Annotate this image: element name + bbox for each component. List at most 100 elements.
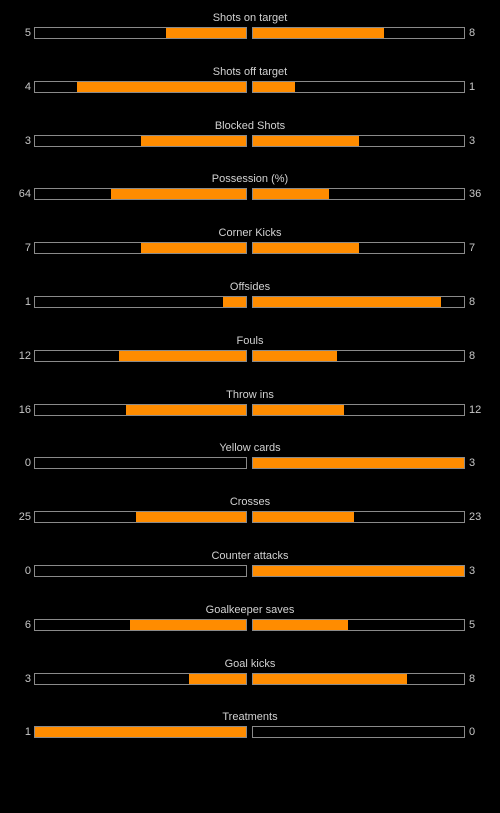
- home-bar-fill: [189, 673, 246, 684]
- stat-row-corner-kicks: Corner Kicks 7 7: [0, 224, 500, 278]
- home-bar: [34, 726, 247, 739]
- home-bar: [34, 80, 247, 93]
- home-bar-fill: [140, 135, 246, 146]
- home-value: 64: [18, 188, 31, 201]
- away-bar: [252, 80, 465, 93]
- home-value: 3: [24, 672, 31, 685]
- home-bar-fill: [125, 404, 246, 415]
- away-value: 3: [469, 564, 476, 577]
- away-bar: [252, 457, 465, 470]
- away-value: 1: [469, 80, 476, 93]
- away-value: 12: [469, 403, 482, 416]
- home-value: 7: [24, 242, 31, 255]
- stat-title: Fouls: [236, 334, 264, 347]
- home-value: 6: [24, 618, 31, 631]
- away-bar-fill: [253, 619, 348, 630]
- away-bar: [252, 726, 465, 739]
- home-bar: [34, 134, 247, 147]
- home-bar: [34, 457, 247, 470]
- away-bar-fill: [253, 565, 464, 576]
- stat-title: Offsides: [229, 280, 271, 293]
- away-value: 8: [469, 295, 476, 308]
- away-bar: [252, 188, 465, 201]
- away-bar: [252, 295, 465, 308]
- stat-title: Treatments: [222, 711, 278, 724]
- home-bar: [34, 27, 247, 39]
- stat-row-goal-kicks: Goal kicks 3 8: [0, 655, 500, 709]
- home-bar: [34, 242, 247, 255]
- away-value: 8: [469, 349, 476, 362]
- stat-title: Corner Kicks: [218, 227, 282, 240]
- home-bar-fill: [165, 28, 246, 38]
- home-value: 5: [24, 27, 31, 39]
- away-bar: [252, 564, 465, 577]
- home-value: 0: [24, 564, 31, 577]
- away-bar-fill: [253, 512, 355, 523]
- stat-row-goalkeeper-saves: Goalkeeper saves 6 5: [0, 601, 500, 655]
- away-value: 8: [469, 672, 476, 685]
- away-bar-fill: [253, 458, 464, 469]
- stat-row-fouls: Fouls 12 8: [0, 332, 500, 386]
- stat-title: Yellow cards: [219, 442, 281, 455]
- stat-row-yellow-cards: Yellow cards 0 3: [0, 439, 500, 493]
- home-bar: [34, 403, 247, 416]
- away-bar: [252, 618, 465, 631]
- stat-row-shots-on-target: Shots on target 5 8: [0, 9, 500, 63]
- stat-title: Goal kicks: [224, 657, 276, 670]
- away-value: 8: [469, 27, 476, 39]
- home-bar-fill: [110, 189, 246, 200]
- stat-row-crosses: Crosses 25 23: [0, 493, 500, 547]
- home-bar: [34, 349, 247, 362]
- stat-row-throw-ins: Throw ins 16 12: [0, 386, 500, 440]
- away-bar-fill: [253, 189, 329, 200]
- away-bar-fill: [253, 81, 296, 92]
- stat-title: Shots off target: [212, 65, 288, 78]
- away-bar: [252, 27, 465, 39]
- home-value: 25: [18, 511, 31, 524]
- match-stats-list: Shots on target 5 8 Shots off target 4 1…: [0, 9, 500, 762]
- away-bar-fill: [253, 28, 384, 38]
- stat-title: Shots on target: [212, 12, 288, 24]
- home-bar-fill: [140, 243, 246, 254]
- stat-row-blocked-shots: Blocked Shots 3 3: [0, 117, 500, 171]
- away-value: 0: [469, 726, 476, 739]
- away-bar-fill: [253, 673, 408, 684]
- stat-row-shots-off-target: Shots off target 4 1: [0, 63, 500, 117]
- stat-row-possession: Possession (%) 64 36: [0, 170, 500, 224]
- stat-title: Counter attacks: [211, 549, 289, 562]
- away-value: 5: [469, 618, 476, 631]
- stat-title: Possession (%): [211, 173, 289, 186]
- away-bar-fill: [253, 243, 359, 254]
- away-bar: [252, 134, 465, 147]
- away-bar-fill: [253, 135, 359, 146]
- away-bar: [252, 672, 465, 685]
- home-bar-fill: [119, 350, 246, 361]
- away-bar: [252, 511, 465, 524]
- home-bar-fill: [136, 512, 246, 523]
- home-bar-fill: [77, 81, 246, 92]
- away-bar: [252, 242, 465, 255]
- stat-row-counter-attacks: Counter attacks 0 3: [0, 547, 500, 601]
- home-value: 12: [18, 349, 31, 362]
- away-bar: [252, 403, 465, 416]
- away-value: 23: [469, 511, 482, 524]
- home-value: 3: [24, 134, 31, 147]
- away-bar-fill: [253, 404, 344, 415]
- stat-title: Goalkeeper saves: [205, 603, 295, 616]
- home-bar: [34, 295, 247, 308]
- home-bar-fill: [35, 727, 246, 738]
- stat-title: Throw ins: [226, 388, 274, 401]
- home-bar: [34, 672, 247, 685]
- away-bar-fill: [253, 296, 441, 307]
- away-value: 3: [469, 457, 476, 470]
- home-bar: [34, 564, 247, 577]
- home-bar: [34, 188, 247, 201]
- away-bar: [252, 349, 465, 362]
- home-value: 1: [24, 726, 31, 739]
- home-bar-fill: [129, 619, 246, 630]
- home-bar-fill: [222, 296, 246, 307]
- away-value: 3: [469, 134, 476, 147]
- stat-row-treatments: Treatments 1 0: [0, 708, 500, 762]
- away-value: 7: [469, 242, 476, 255]
- home-value: 4: [24, 80, 31, 93]
